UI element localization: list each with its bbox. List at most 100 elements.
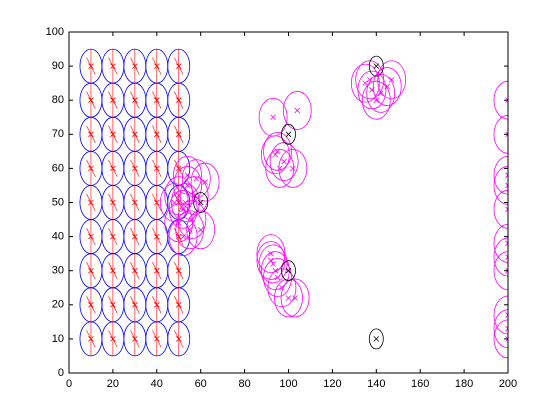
cross-marker <box>373 63 380 69</box>
cross-marker <box>270 114 276 121</box>
cross-marker <box>202 179 208 185</box>
ellipse <box>355 60 385 100</box>
x-tick-label: 160 <box>411 378 429 390</box>
cross-marker <box>373 97 380 103</box>
point <box>493 114 508 154</box>
y-tick-label: 0 <box>58 367 64 379</box>
y-tick-label: 20 <box>52 299 64 311</box>
axis-line <box>108 321 118 356</box>
point <box>179 176 209 216</box>
axis-line <box>174 321 184 356</box>
ellipse <box>361 80 391 120</box>
axis-line <box>152 151 162 186</box>
cross-marker <box>285 295 292 301</box>
ellipse <box>493 237 508 277</box>
cross-marker <box>294 107 301 114</box>
axis-line <box>86 321 96 356</box>
axis-line <box>174 83 184 118</box>
cross-marker <box>272 267 279 274</box>
cross-marker <box>505 267 508 274</box>
point <box>186 210 216 250</box>
point <box>493 237 508 277</box>
cross-marker <box>290 165 296 172</box>
point <box>256 241 286 280</box>
axis-line <box>130 117 140 152</box>
y-tick-label: 80 <box>52 94 64 106</box>
axis-line <box>130 253 140 288</box>
point <box>281 123 296 145</box>
axis-line <box>86 253 96 288</box>
cross-marker <box>388 76 395 83</box>
cross-marker <box>191 192 197 199</box>
y-tick-label: 70 <box>52 128 64 140</box>
axis-line <box>152 219 162 254</box>
ellipse <box>260 135 290 175</box>
ellipse <box>493 295 508 335</box>
cross-marker <box>268 257 274 264</box>
cross-marker <box>272 151 279 158</box>
ellipse <box>175 210 205 250</box>
axis-line <box>86 151 96 186</box>
point <box>145 48 169 84</box>
cross-marker <box>184 172 191 179</box>
x-tick-label: 20 <box>107 378 119 390</box>
cross-marker <box>186 226 193 233</box>
axis-line <box>174 49 184 84</box>
cross-marker <box>377 90 384 97</box>
point <box>167 321 191 357</box>
axis-line <box>152 83 162 118</box>
x-tick-label: 180 <box>455 378 473 390</box>
ellipse <box>193 192 209 213</box>
point <box>274 278 303 318</box>
point <box>493 155 508 195</box>
ellipse <box>281 123 296 145</box>
point <box>168 217 198 257</box>
y-tick-label: 90 <box>52 60 64 72</box>
cross-marker <box>384 83 391 90</box>
ellipse <box>281 260 296 282</box>
ellipse <box>493 319 508 359</box>
point <box>493 224 508 263</box>
point <box>368 55 384 77</box>
axis-line <box>86 117 96 152</box>
point <box>493 166 508 205</box>
ellipse <box>368 328 384 350</box>
point <box>493 189 508 229</box>
y-tick-label: 50 <box>52 196 64 208</box>
axis-line <box>152 287 162 322</box>
cross-marker <box>270 261 276 267</box>
axis-line <box>86 83 96 118</box>
point <box>368 328 384 350</box>
cross-marker <box>366 76 373 83</box>
axis-line <box>152 253 162 288</box>
ellipse <box>493 166 508 205</box>
ellipse <box>179 176 209 216</box>
cross-marker <box>197 199 204 206</box>
cross-marker <box>505 172 508 179</box>
point <box>193 192 209 213</box>
axis-line <box>152 117 162 152</box>
point <box>260 135 290 175</box>
ellipse <box>493 80 508 120</box>
y-tick-label: 100 <box>46 26 64 38</box>
axis-line <box>130 49 140 84</box>
point <box>493 319 508 359</box>
axis-line <box>108 185 118 220</box>
point <box>282 91 312 130</box>
cross-marker <box>180 233 186 240</box>
ellipse <box>493 309 508 349</box>
ellipse <box>256 241 286 280</box>
ellipse <box>282 91 312 130</box>
point <box>361 80 391 120</box>
axis-line <box>108 151 118 186</box>
ellipse <box>368 55 384 77</box>
axis-line <box>130 83 140 118</box>
point <box>350 63 380 103</box>
axis-line <box>86 287 96 322</box>
cross-marker <box>292 295 298 301</box>
ellipse <box>186 210 216 250</box>
axis-line <box>152 49 162 84</box>
cross-marker <box>285 131 292 138</box>
